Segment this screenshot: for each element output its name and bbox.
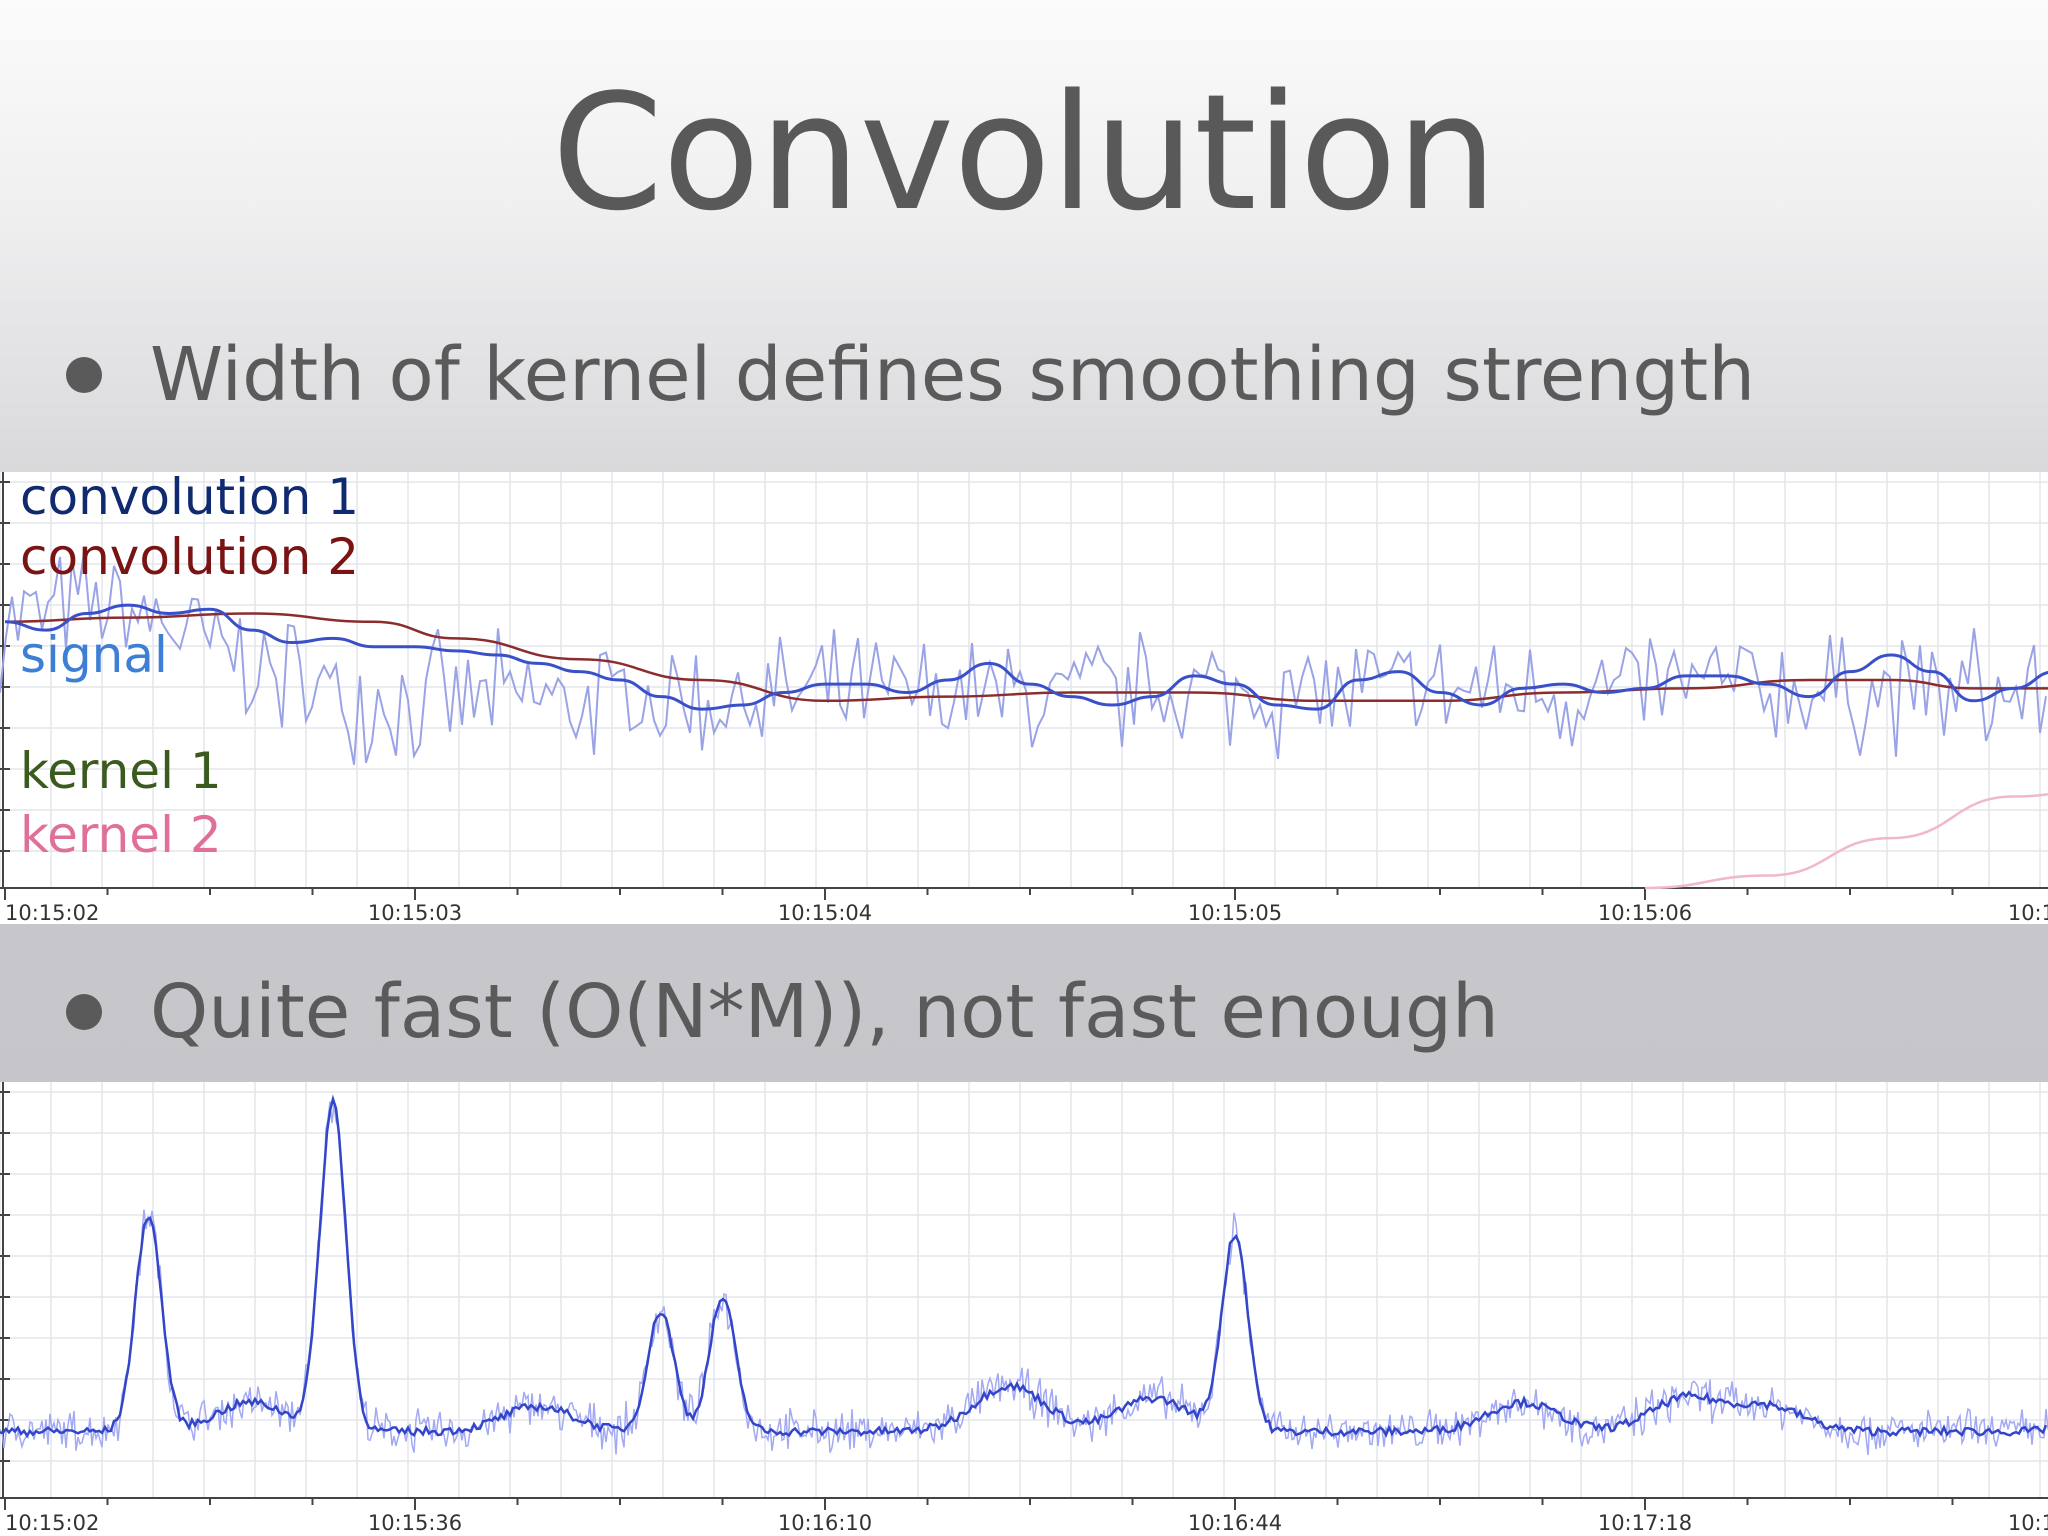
bullet-2-text: Quite fast (O(N*M)), not fast enough — [150, 969, 1499, 1055]
bullet-dot-icon — [66, 994, 102, 1030]
x-tick-label: 10:15:02 — [5, 901, 99, 924]
legend-label: convolution 2 — [20, 528, 359, 586]
bullet-1: Width of kernel defines smoothing streng… — [66, 330, 1755, 420]
peaks-chart: 10:15:02 10:15:36 10:16:10 10:16:44 10:17:18… — [0, 1082, 2048, 1535]
bullet-dot-icon — [66, 357, 102, 393]
x-tick-label: 10:15:36 — [368, 1511, 462, 1535]
x-tick-label: 10:17:52 — [2008, 1511, 2048, 1535]
chart-2-panel: 10:15:02 10:15:36 10:16:10 10:16:44 10:17:18… — [0, 1082, 2048, 1536]
convolution-chart: 10:15:02 10:15:03 10:15:04 10:15:05 10:15:06… — [0, 472, 2048, 924]
x-tick-label: 10:15:04 — [778, 901, 872, 924]
legend-label: kernel 1 — [20, 742, 222, 800]
convolution-2-series — [4, 612, 2048, 703]
x-tick-label: 10:17:18 — [1598, 1511, 1692, 1535]
x-tick-label: 10:15:03 — [368, 901, 462, 924]
smoothed-series — [0, 1094, 2048, 1438]
legend-label: kernel 2 — [20, 806, 222, 864]
bullet-1-text: Width of kernel defines smoothing streng… — [150, 332, 1756, 418]
chart-1-panel: 10:15:02 10:15:03 10:15:04 10:15:05 10:15:06… — [0, 472, 2048, 924]
legend-label: convolution 1 — [20, 472, 359, 526]
kernel-2-series — [1644, 792, 2048, 890]
signal-noise-series — [0, 1101, 2048, 1456]
x-tick-label: 10:15:02 — [5, 1511, 99, 1535]
x-tick-label: 10:15:05 — [1188, 901, 1282, 924]
x-tick-label: 10:16:10 — [778, 1511, 872, 1535]
bullet-2: Quite fast (O(N*M)), not fast enough — [66, 967, 1499, 1057]
legend-label: signal — [20, 626, 168, 684]
x-tick-label: 10:16:44 — [1188, 1511, 1282, 1535]
slide-title: Convolution — [551, 59, 1498, 246]
convolution-1-series — [4, 603, 2048, 711]
x-tick-label: 10:15:06 — [1598, 901, 1692, 924]
x-tick-label: 10:15:07 — [2008, 901, 2048, 924]
